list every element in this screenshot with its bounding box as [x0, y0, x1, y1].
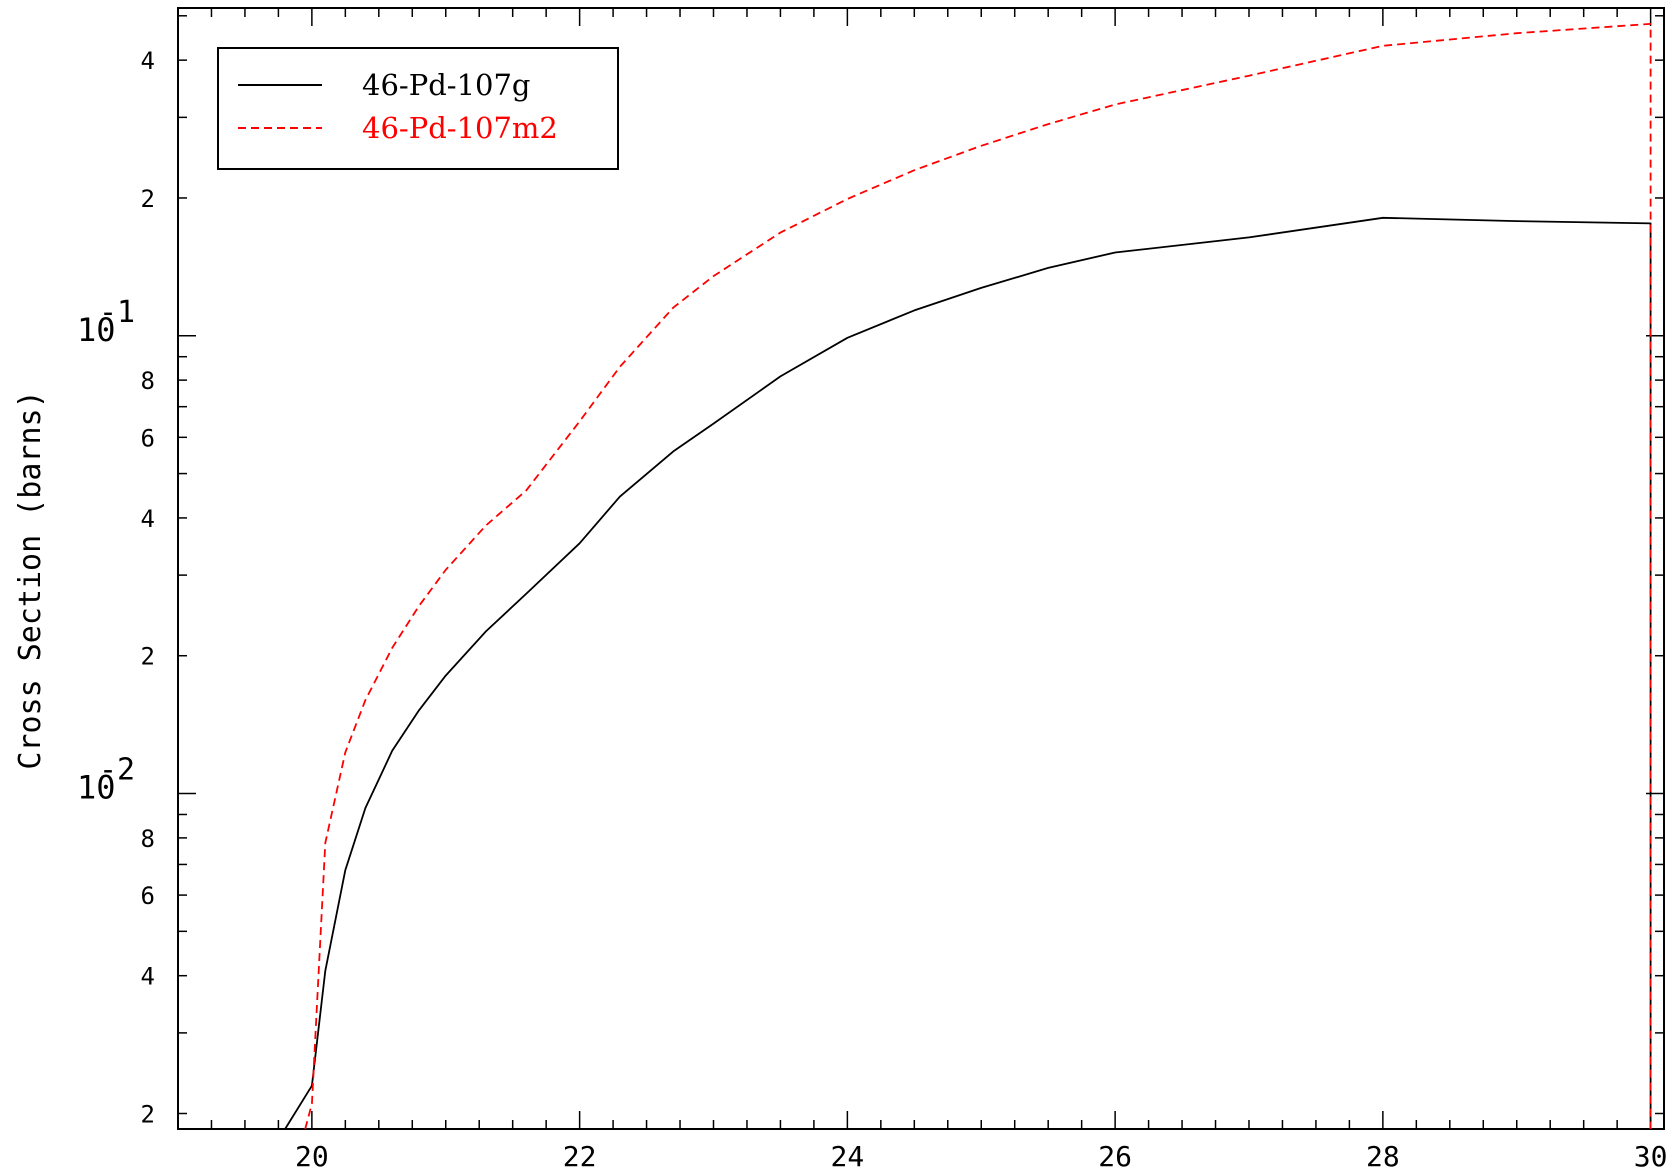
series-line-metastable: [304, 22, 1652, 1129]
x-tick-label: 22: [563, 1140, 597, 1173]
y-decade-label-base: 10: [77, 311, 116, 349]
y-tick-label: 6: [141, 424, 155, 452]
series-lines: [284, 22, 1652, 1129]
y-decade-label-exponent: -2: [99, 753, 135, 788]
y-decade-label-base: 10: [77, 769, 116, 807]
y-tick-label: 2: [141, 1101, 155, 1129]
axis-ticks: [177, 8, 1664, 1129]
y-tick-label: 6: [141, 882, 155, 910]
y-tick-label: 8: [141, 825, 155, 853]
x-tick-label: 28: [1366, 1140, 1400, 1173]
x-tick-label: 20: [295, 1140, 329, 1173]
series-line-ground: [284, 216, 1652, 1129]
y-tick-label: 8: [141, 367, 155, 395]
x-tick-label: 26: [1098, 1140, 1132, 1173]
y-tick-label: 4: [141, 963, 155, 991]
y-tick-label: 2: [141, 185, 155, 213]
legend-label-ground: 46-Pd-107g: [362, 68, 531, 102]
legend-box: [217, 47, 619, 170]
y-decade-label-exponent: -1: [99, 295, 135, 330]
x-tick-label: 24: [831, 1140, 865, 1173]
legend-label-metastable: 46-Pd-107m2: [362, 111, 558, 145]
x-tick-label: 30: [1634, 1140, 1668, 1173]
y-tick-label: 2: [141, 643, 155, 671]
y-tick-label: 4: [141, 47, 155, 75]
y-tick-label: 4: [141, 505, 155, 533]
plot-frame: [177, 7, 1665, 1130]
legend: 46-Pd-107g 46-Pd-107m2: [217, 47, 619, 170]
y-axis-title: Cross Section (barns): [13, 390, 48, 769]
